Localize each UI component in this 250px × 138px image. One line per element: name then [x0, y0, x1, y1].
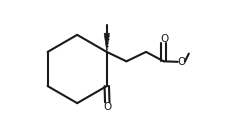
- Text: O: O: [178, 57, 186, 67]
- Text: O: O: [160, 34, 168, 44]
- Text: O: O: [103, 102, 112, 112]
- Polygon shape: [104, 33, 110, 52]
